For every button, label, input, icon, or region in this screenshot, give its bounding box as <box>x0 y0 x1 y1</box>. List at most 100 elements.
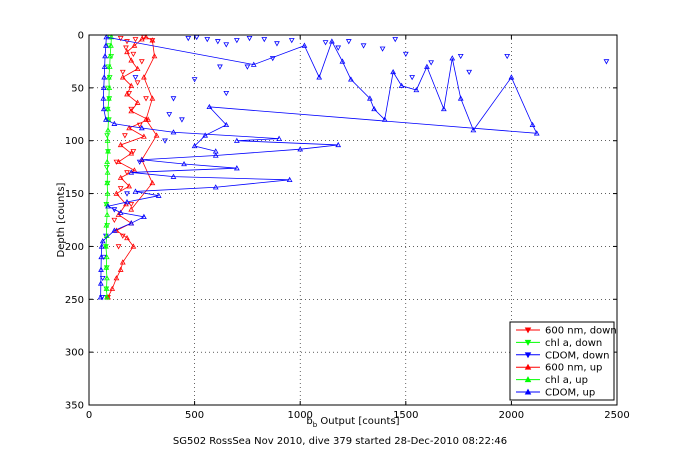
data-point <box>217 64 223 70</box>
data-point <box>103 253 110 260</box>
data-point <box>138 59 145 65</box>
data-point <box>106 63 113 69</box>
data-point <box>381 116 388 122</box>
data-point <box>103 243 109 249</box>
data-point <box>155 192 162 198</box>
data-point <box>124 48 130 55</box>
data-point <box>250 61 257 67</box>
data-point <box>533 130 540 136</box>
legend-box <box>509 321 615 401</box>
data-point <box>98 266 104 272</box>
data-point <box>107 53 113 59</box>
data-point <box>117 141 124 148</box>
data-point <box>335 45 342 51</box>
data-point <box>126 183 133 189</box>
data-point <box>153 132 160 138</box>
data-point <box>149 179 156 186</box>
data-point <box>106 84 113 91</box>
data-point <box>99 295 105 301</box>
data-point <box>141 213 147 219</box>
data-point <box>392 37 399 43</box>
data-point <box>162 138 168 144</box>
data-point <box>339 58 346 64</box>
data-point <box>193 34 200 41</box>
data-point <box>603 59 610 65</box>
x-axis-label-subscript: b <box>313 421 318 429</box>
data-point <box>134 65 141 71</box>
data-point <box>103 34 110 40</box>
data-point <box>297 146 304 152</box>
data-point <box>360 43 367 49</box>
x-tick-label: 2500 <box>604 410 629 421</box>
data-point <box>170 96 177 102</box>
data-point <box>119 69 126 76</box>
data-point <box>109 285 116 291</box>
data-point <box>128 206 135 212</box>
data-point <box>111 217 118 224</box>
series-3 <box>105 34 160 300</box>
data-point <box>322 40 329 46</box>
data-point <box>104 133 111 139</box>
data-point <box>212 148 219 154</box>
data-point <box>212 152 219 158</box>
data-point <box>143 96 149 102</box>
data-point <box>115 244 122 250</box>
data-point <box>104 169 111 175</box>
data-point <box>105 148 111 154</box>
grid <box>88 34 618 406</box>
legend-marker <box>524 327 532 334</box>
data-point <box>214 39 221 45</box>
data-point <box>108 34 115 40</box>
series-0 <box>105 34 156 301</box>
data-point <box>100 84 107 91</box>
legend-label: CDOM, down <box>545 350 610 361</box>
y-tick-label: 250 <box>65 295 84 306</box>
y-tick-label: 50 <box>71 83 84 94</box>
x-tick-label: 500 <box>185 410 204 421</box>
data-point <box>244 64 251 70</box>
data-point <box>398 82 405 88</box>
legend-marker <box>524 388 532 395</box>
data-point <box>99 238 106 244</box>
data-point <box>100 95 107 101</box>
legend-marker <box>524 363 532 370</box>
data-point <box>223 42 230 48</box>
data-point <box>117 266 124 272</box>
data-point <box>170 173 177 179</box>
data-point <box>122 133 128 139</box>
data-point <box>246 36 253 42</box>
data-point <box>124 91 130 97</box>
data-point <box>457 95 464 101</box>
data-point <box>124 191 130 197</box>
data-point <box>504 53 511 60</box>
data-point <box>104 294 110 300</box>
data-point <box>286 176 293 182</box>
data-point <box>104 137 111 143</box>
data-point <box>104 211 111 217</box>
data-point <box>124 199 130 205</box>
data-point <box>117 209 124 215</box>
x-axis-label-base: b <box>306 416 312 427</box>
legend-label: chl a, up <box>545 375 588 386</box>
data-point <box>103 285 110 291</box>
series-line <box>100 36 538 298</box>
data-point <box>126 125 133 131</box>
data-point <box>113 190 120 196</box>
data-point <box>132 37 139 43</box>
data-point <box>104 158 111 165</box>
data-point <box>130 243 137 249</box>
data-point <box>128 82 135 88</box>
data-point <box>138 156 145 162</box>
data-point <box>105 74 112 80</box>
data-point <box>223 121 230 128</box>
data-point <box>428 60 435 66</box>
data-point <box>119 259 126 265</box>
data-point <box>457 53 464 60</box>
data-point <box>128 169 135 175</box>
data-point <box>136 159 143 165</box>
data-point <box>97 280 104 286</box>
figure-caption: SG502 RossSea Nov 2010, dive 379 started… <box>173 436 507 447</box>
data-point <box>117 36 124 42</box>
data-point <box>104 190 111 196</box>
data-point <box>130 51 137 58</box>
